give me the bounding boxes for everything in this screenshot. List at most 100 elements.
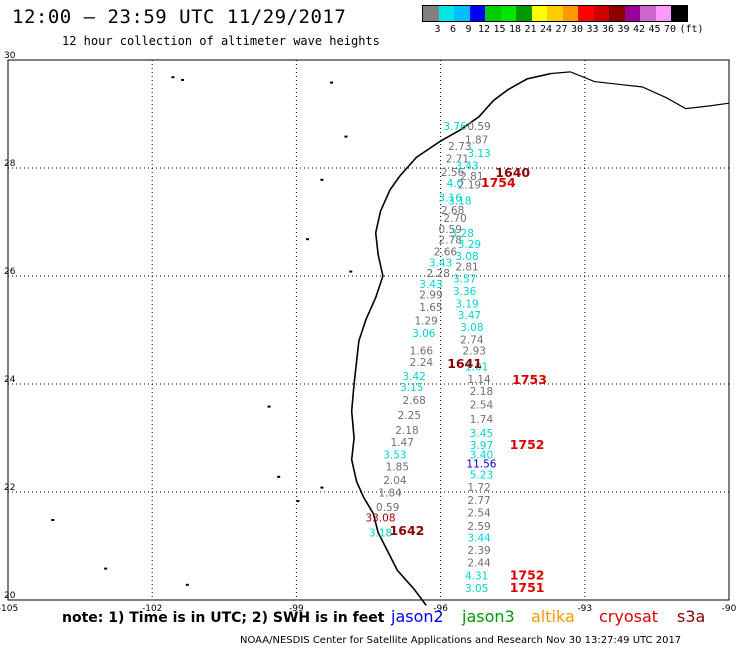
wave-height-label: 2.24 [410, 357, 434, 369]
scale-label: 27 [555, 24, 568, 35]
wave-height-label: 2.93 [463, 345, 486, 357]
scale-label: 42 [632, 24, 646, 35]
wave-height-label: 1.14 [467, 374, 491, 386]
scale-swatch [454, 6, 470, 21]
wave-height-label: 1.66 [410, 345, 434, 357]
scale-swatch [562, 6, 578, 21]
wave-height-label: 3.42 [402, 371, 425, 383]
page-title: 12:00 – 23:59 UTC 11/29/2017 [12, 6, 347, 28]
wave-height-label: 2.66 [434, 246, 458, 258]
scale-swatch [485, 6, 501, 21]
wave-height-label: 3.15 [400, 382, 423, 394]
wave-height-label: 3.19 [455, 298, 478, 310]
island-mark [181, 78, 185, 81]
wave-height-label: 3.18 [369, 527, 392, 539]
scale-label: 3 [434, 24, 441, 35]
wave-height-label: 2.28 [427, 268, 450, 280]
island-mark [349, 270, 353, 273]
scale-label: 30 [570, 24, 584, 35]
wave-height-label: 2.56 [441, 167, 465, 179]
wave-height-label: 2.54 [470, 399, 494, 411]
island-mark [320, 486, 324, 489]
coastline [350, 72, 552, 606]
wave-height-label: 2.54 [467, 507, 491, 519]
scale-swatch [624, 6, 640, 21]
wave-height-label: 3.57 [453, 273, 476, 285]
wave-height-label: 3.43 [419, 279, 442, 291]
wave-height-label: 3.16 [439, 192, 463, 204]
wave-height-label: 3.08 [460, 322, 483, 334]
longitude-label: -105 [0, 604, 18, 614]
footer-credit: NOAA/NESDIS Center for Satellite Applica… [240, 635, 682, 646]
latitude-label: 28 [4, 159, 16, 169]
island-mark [51, 519, 55, 521]
wave-height-label: 1.72 [467, 482, 490, 494]
wave-height-label: 3.43 [429, 257, 452, 269]
wave-height-label: 1.74 [470, 414, 494, 426]
pass-time-label: 1752 [510, 567, 545, 582]
pass-time-label: 1752 [510, 437, 545, 452]
wave-height-label: 3.18 [448, 196, 471, 208]
island-mark [330, 81, 334, 84]
wave-height-label: 2.18 [470, 386, 493, 398]
wave-height-label: 2.25 [398, 410, 421, 422]
scale-label: 39 [617, 24, 630, 35]
wave-height-label: 2.44 [467, 558, 491, 570]
scale-swatch [578, 6, 594, 21]
wave-height-color-scale: 3 6 9 12 15 18 21 24 27 30 33 36 39 42 45 70 (ft) [422, 5, 704, 36]
wave-height-label: 1.01 [465, 362, 488, 374]
wave-height-label: 2.74 [460, 335, 484, 347]
scale-swatch [500, 6, 516, 21]
wave-height-label: 1.85 [386, 461, 409, 473]
scale-swatch [469, 6, 485, 21]
island-mark [104, 567, 108, 570]
wave-height-label: 1.87 [465, 135, 488, 147]
pass-time-label: 1641 [447, 356, 482, 371]
wave-height-label: 1.65 [419, 302, 442, 314]
gulf-north-coastline [551, 71, 730, 110]
page-subtitle: 12 hour collection of altimeter wave hei… [62, 34, 380, 48]
pass-time-label: 1642 [390, 523, 425, 538]
scale-label: 36 [601, 24, 615, 35]
scale-label: 45 [648, 24, 661, 35]
wave-height-label: 2.59 [467, 521, 490, 533]
scale-label: 33 [586, 24, 599, 35]
color-scale-swatches [422, 5, 688, 22]
longitude-label: -90 [722, 604, 737, 614]
scale-swatch [640, 6, 656, 21]
latitude-label: 20 [4, 591, 16, 601]
wave-height-label: 3.13 [467, 148, 490, 160]
scale-label: 21 [524, 24, 537, 35]
wave-height-label: 0.59 [439, 224, 462, 236]
latitude-label: 24 [4, 375, 16, 385]
wave-height-label: 2.68 [402, 395, 425, 407]
pass-time-label: 1640 [495, 165, 530, 180]
longitude-label: -99 [289, 604, 304, 614]
legend-jason3: jason3 [462, 607, 515, 626]
wave-height-label: 2.39 [467, 545, 490, 557]
wave-height-label: 2.18 [395, 425, 418, 437]
island-mark [171, 76, 175, 79]
wave-height-label: 3.28 [451, 228, 474, 240]
wave-height-label: 3.44 [467, 533, 491, 545]
island-mark [344, 135, 348, 138]
scale-swatch [438, 6, 454, 21]
wave-height-label: 5.23 [470, 470, 493, 482]
island-mark [320, 178, 324, 181]
scale-label: 9 [465, 24, 472, 35]
scale-swatch [516, 6, 532, 21]
wave-height-label: 1.47 [390, 437, 413, 449]
wave-height-label: 1.29 [414, 316, 437, 328]
footer-note: note: 1) Time is in UTC; 2) SWH is in fe… [62, 610, 385, 626]
wave-height-label: 3.43 [455, 161, 478, 173]
scale-label: 15 [493, 24, 506, 35]
pass-time-label: 1753 [512, 372, 547, 387]
legend-s3a: s3a [677, 607, 706, 626]
scale-swatch [547, 6, 563, 21]
latitude-label: 26 [4, 267, 16, 277]
scale-swatch [423, 6, 439, 21]
wave-height-label: 4.31 [465, 570, 488, 582]
scale-swatch [531, 6, 547, 21]
